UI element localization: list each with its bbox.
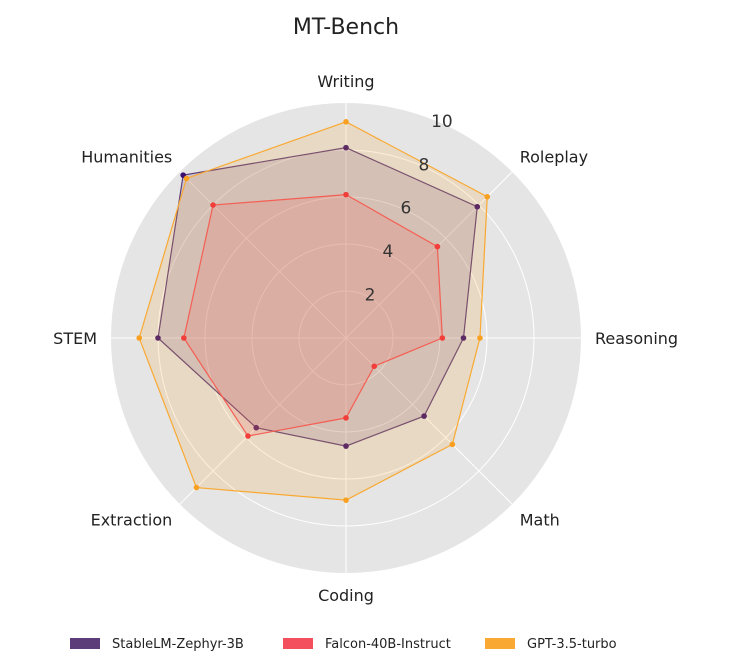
data-point (245, 433, 251, 439)
data-point (183, 175, 190, 182)
data-point (439, 335, 446, 341)
category-label: STEM (53, 329, 97, 348)
legend-label: GPT-3.5-turbo (527, 637, 617, 652)
chart-title: MT-Bench (293, 15, 399, 40)
data-point (434, 243, 441, 250)
data-point (193, 484, 200, 491)
legend-swatch (485, 638, 515, 649)
data-point (343, 144, 349, 151)
data-point (343, 443, 349, 449)
category-label: Extraction (91, 511, 173, 530)
data-point (460, 335, 467, 341)
category-label: Humanities (81, 147, 172, 166)
legend-label: Falcon-40B-Instruct (325, 637, 451, 652)
category-label: Writing (317, 72, 374, 91)
category-label: Coding (318, 586, 374, 605)
radial-tick-label: 2 (365, 286, 376, 306)
data-point (343, 119, 349, 125)
data-point (155, 335, 161, 341)
category-label: Math (520, 511, 560, 530)
series-area-2 (138, 121, 488, 501)
plot-area: 2 4 6 8 10 Writing Roleplay Reasoning Math Coding… (53, 72, 678, 605)
radial-tick-label: 6 (401, 199, 412, 219)
data-point (421, 413, 427, 419)
data-point (181, 335, 187, 341)
data-point (474, 203, 481, 210)
legend-swatch (283, 638, 313, 649)
data-point (343, 415, 349, 421)
data-point (477, 335, 483, 341)
grid-spoke (345, 171, 513, 339)
data-point (253, 424, 260, 431)
radial-tick-label: 10 (431, 112, 453, 132)
radial-tick-label: 8 (419, 155, 430, 175)
category-label: Roleplay (520, 147, 588, 166)
data-point (343, 497, 349, 503)
grid-spoke (179, 337, 347, 505)
data-point (210, 202, 216, 208)
legend: StableLM-Zephyr-3B Falcon-40B-Instruct GPT… (70, 637, 617, 652)
legend-swatch (70, 638, 100, 649)
radial-tick-label: 4 (383, 242, 394, 262)
grid-spoke (179, 171, 347, 339)
category-label: Reasoning (595, 329, 678, 348)
data-point (343, 191, 349, 198)
data-point (371, 363, 378, 370)
legend-label: StableLM-Zephyr-3B (112, 637, 244, 652)
data-point (449, 441, 456, 448)
data-point (136, 335, 142, 341)
data-point (484, 193, 491, 200)
